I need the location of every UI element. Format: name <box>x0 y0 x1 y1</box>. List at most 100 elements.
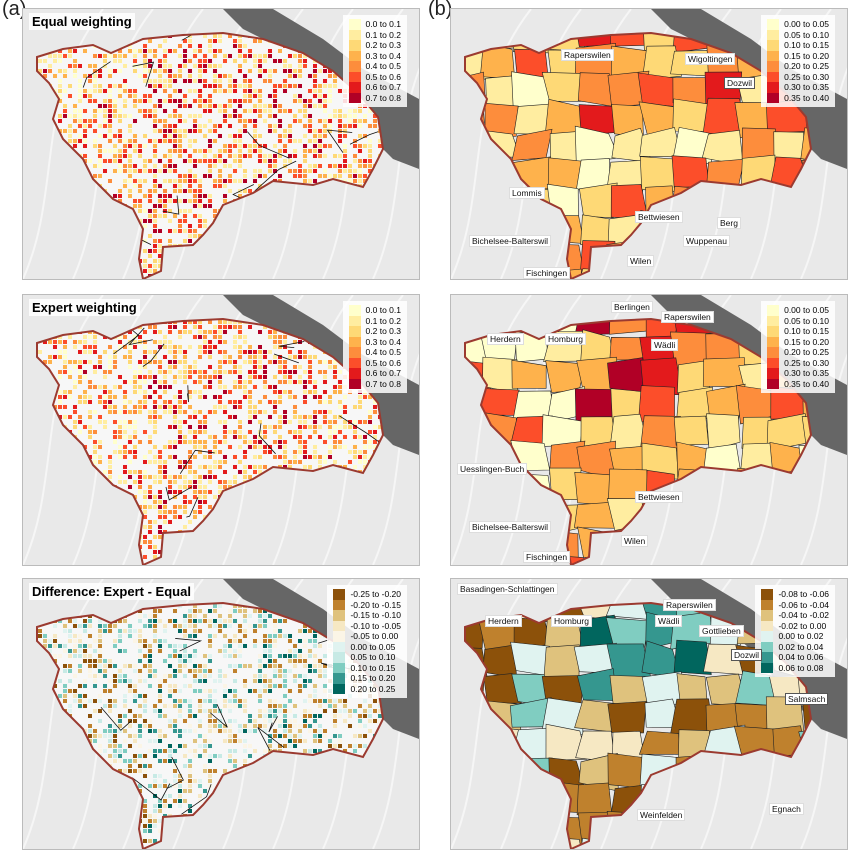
place-label: Wigoltingen <box>685 53 736 65</box>
grid-cell <box>43 515 47 519</box>
grid-cell <box>183 159 187 163</box>
grid-cell <box>333 430 337 434</box>
grid-cell <box>113 395 117 399</box>
grid-cell <box>373 259 377 263</box>
grid-cell <box>113 355 117 359</box>
grid-cell <box>68 639 72 643</box>
grid-cell <box>113 134 117 138</box>
grid-cell <box>243 629 247 633</box>
grid-cell <box>148 114 152 118</box>
grid-cell <box>138 184 142 188</box>
grid-cell <box>118 244 122 248</box>
grid-cell <box>173 109 177 113</box>
grid-cell <box>98 109 102 113</box>
grid-cell <box>238 44 242 48</box>
grid-cell <box>313 550 317 554</box>
grid-cell <box>213 335 217 339</box>
grid-cell <box>383 485 387 489</box>
grid-cell <box>183 360 187 364</box>
grid-cell <box>338 560 342 564</box>
grid-cell <box>128 144 132 148</box>
grid-cell <box>288 420 292 424</box>
grid-cell <box>323 674 327 678</box>
grid-cell <box>203 674 207 678</box>
grid-cell <box>48 249 52 253</box>
grid-cell <box>153 249 157 253</box>
grid-cell <box>363 144 367 148</box>
grid-cell <box>283 129 287 133</box>
legend-label: 0.7 to 0.8 <box>365 92 401 103</box>
municipality <box>702 357 745 387</box>
grid-cell <box>308 179 312 183</box>
grid-cell <box>243 179 247 183</box>
municipality <box>640 555 685 565</box>
grid-cell <box>303 515 307 519</box>
grid-cell <box>148 420 152 424</box>
grid-cell <box>73 634 77 638</box>
grid-cell <box>208 254 212 258</box>
grid-cell <box>333 360 337 364</box>
grid-cell <box>58 644 62 648</box>
grid-cell <box>288 264 292 268</box>
grid-cell <box>273 634 277 638</box>
grid-cell <box>168 169 172 173</box>
grid-cell <box>253 104 257 108</box>
grid-cell <box>383 174 387 178</box>
grid-cell <box>283 540 287 544</box>
grid-cell <box>293 249 297 253</box>
grid-cell <box>298 440 302 444</box>
grid-cell <box>108 109 112 113</box>
grid-cell <box>178 654 182 658</box>
grid-cell <box>298 654 302 658</box>
grid-cell <box>58 149 62 153</box>
grid-cell <box>213 254 217 258</box>
grid-cell <box>368 415 372 419</box>
grid-cell <box>143 74 147 78</box>
grid-cell <box>158 560 162 564</box>
grid-cell <box>58 535 62 539</box>
grid-cell <box>303 174 307 178</box>
grid-cell <box>163 445 167 449</box>
grid-cell <box>78 199 82 203</box>
grid-cell <box>63 395 67 399</box>
grid-cell <box>193 435 197 439</box>
grid-cell <box>33 214 37 218</box>
grid-cell <box>83 124 87 128</box>
grid-cell <box>103 325 107 329</box>
grid-cell <box>103 59 107 63</box>
grid-cell <box>263 355 267 359</box>
grid-cell <box>223 239 227 243</box>
grid-cell <box>43 395 47 399</box>
legend-item: 0.25 to 0.30 <box>767 357 829 368</box>
grid-cell <box>248 410 252 414</box>
place-label: Uesslingen-Buch <box>457 463 528 475</box>
municipality <box>707 528 744 562</box>
grid-cell <box>143 219 147 223</box>
grid-cell <box>213 370 217 374</box>
grid-cell <box>213 619 217 623</box>
boundary <box>162 195 180 215</box>
grid-cell <box>223 340 227 344</box>
grid-cell <box>103 134 107 138</box>
grid-cell <box>218 74 222 78</box>
grid-cell <box>153 325 157 329</box>
grid-cell <box>213 325 217 329</box>
grid-cell <box>93 99 97 103</box>
grid-cell <box>208 239 212 243</box>
grid-cell <box>43 540 47 544</box>
grid-cell <box>253 525 257 529</box>
grid-cell <box>193 124 197 128</box>
grid-cell <box>258 64 262 68</box>
grid-cell <box>263 425 267 429</box>
grid-cell <box>308 649 312 653</box>
grid-cell <box>268 350 272 354</box>
grid-cell <box>128 555 132 559</box>
grid-cell <box>78 375 82 379</box>
grid-cell <box>198 199 202 203</box>
grid-cell <box>43 94 47 98</box>
grid-cell <box>218 134 222 138</box>
grid-cell <box>83 144 87 148</box>
grid-cell <box>138 64 142 68</box>
grid-cell <box>198 609 202 613</box>
grid-cell <box>298 420 302 424</box>
